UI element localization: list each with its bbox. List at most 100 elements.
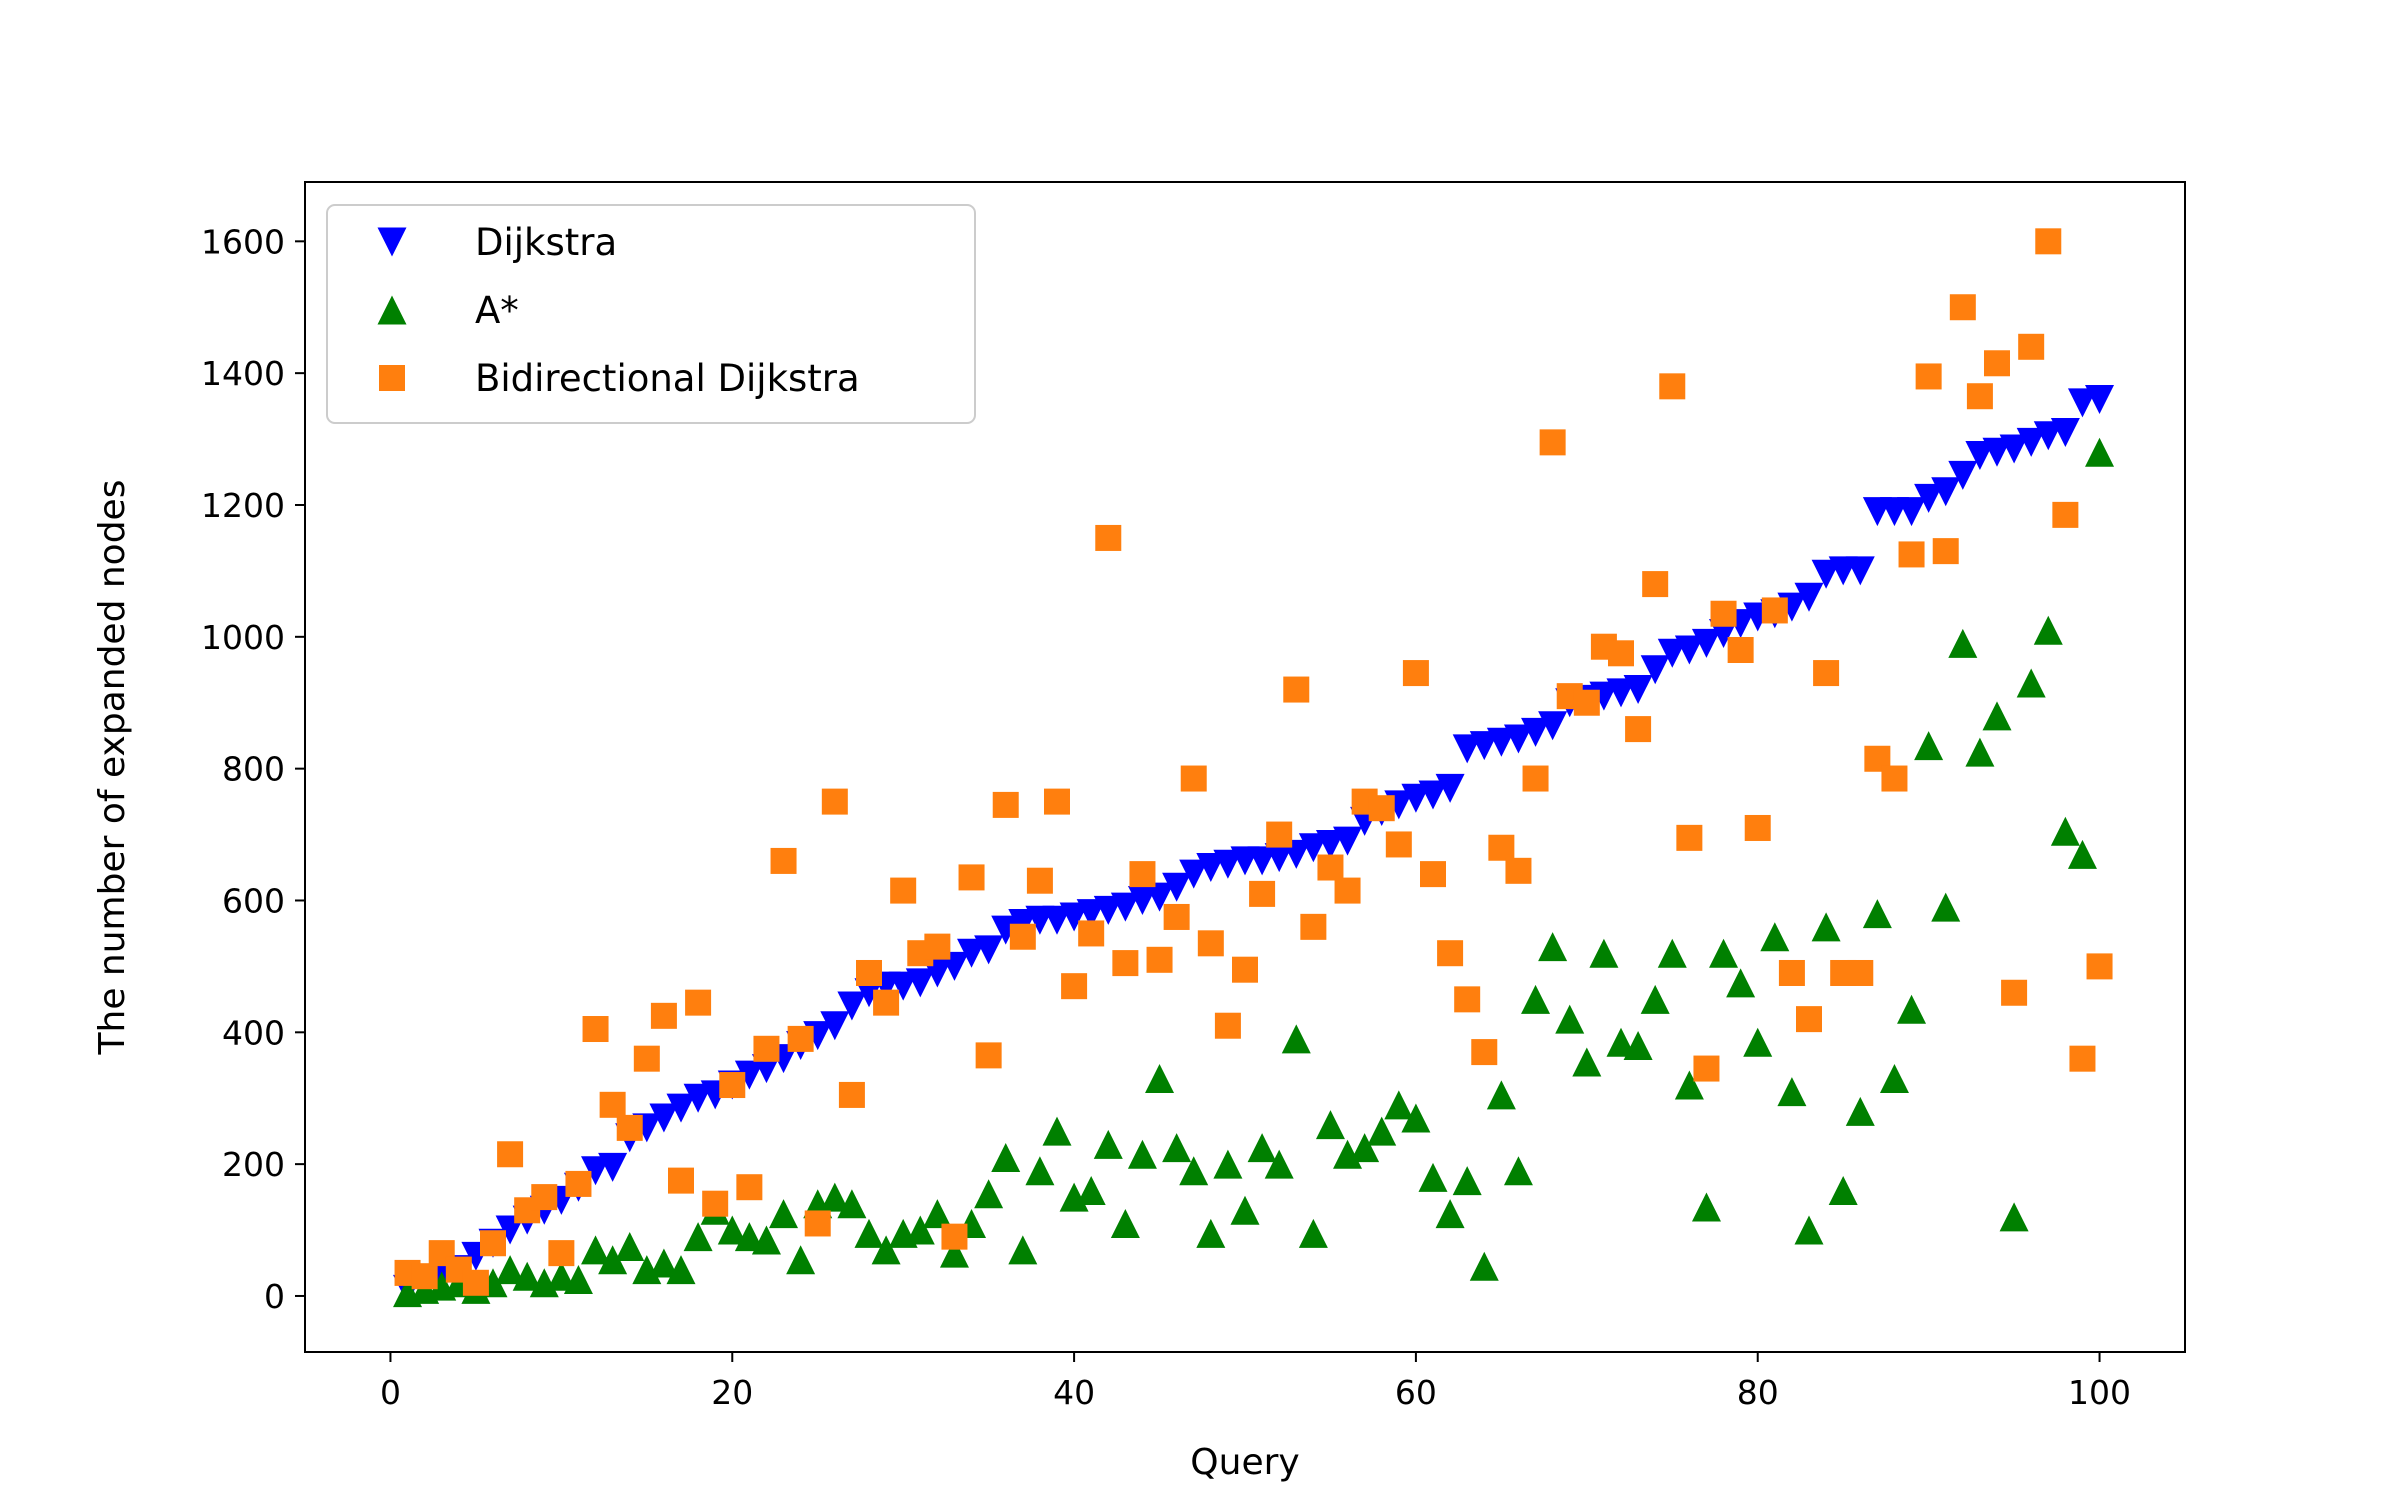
- data-point: [581, 1156, 611, 1186]
- y-tick-label: 400: [222, 1013, 285, 1052]
- data-point: [1657, 938, 1687, 968]
- data-point: [1146, 946, 1173, 973]
- data-point: [1367, 1116, 1397, 1146]
- data-point: [1127, 1139, 1157, 1169]
- data-point: [1897, 994, 1927, 1024]
- data-point: [702, 1190, 729, 1217]
- data-point: [1247, 846, 1277, 876]
- data-point: [1743, 1027, 1773, 1057]
- data-point: [1127, 885, 1157, 915]
- data-point: [974, 1179, 1004, 1209]
- data-point: [2050, 816, 2080, 846]
- data-point: [1163, 903, 1190, 930]
- data-point: [1965, 737, 1995, 767]
- data-point: [1061, 973, 1088, 1000]
- data-point: [974, 935, 1004, 965]
- legend-items: Dijkstra A* Bidirectional Dijkstra: [377, 221, 860, 400]
- data-point: [1572, 1047, 1602, 1077]
- data-point: [1794, 582, 1824, 612]
- y-tick-label: 1200: [201, 486, 285, 525]
- data-point: [1674, 1070, 1704, 1100]
- data-point: [1078, 920, 1105, 947]
- data-point: [941, 1223, 968, 1250]
- data-point: [2052, 501, 2079, 528]
- data-point: [905, 968, 935, 998]
- data-point: [1264, 843, 1294, 873]
- data-point: [1384, 1090, 1414, 1120]
- data-point: [1999, 434, 2029, 464]
- data-point: [769, 1199, 799, 1229]
- data-point: [939, 1238, 969, 1268]
- data-point: [1145, 1063, 1175, 1093]
- y-axis-label: The number of expanded nodes: [92, 480, 133, 1056]
- data-point: [1573, 689, 1600, 716]
- data-point: [820, 1182, 850, 1212]
- data-point: [1881, 765, 1908, 792]
- data-point: [1145, 882, 1175, 912]
- data-point: [480, 1230, 506, 1257]
- data-point: [1401, 783, 1431, 813]
- data-point: [1315, 1110, 1345, 1140]
- data-point: [1710, 600, 1737, 627]
- data-point: [1778, 959, 1805, 986]
- data-point: [2018, 333, 2045, 360]
- data-point: [1042, 905, 1072, 935]
- data-point: [2069, 1045, 2096, 1072]
- data-point: [1914, 483, 1944, 513]
- data-point: [668, 1167, 694, 1194]
- data-point: [683, 1222, 713, 1252]
- data-point: [2035, 228, 2062, 255]
- data-point: [1213, 849, 1243, 879]
- data-point: [1435, 773, 1465, 803]
- y-tick-label: 200: [222, 1145, 285, 1184]
- data-point: [1471, 1039, 1498, 1066]
- data-point: [1691, 1192, 1721, 1222]
- data-point: [1298, 1218, 1328, 1248]
- data-point: [1726, 968, 1756, 998]
- data-point: [1505, 857, 1532, 884]
- x-tick-label: 60: [1395, 1373, 1437, 1412]
- y-tick-label: 0: [264, 1277, 285, 1316]
- data-point: [1110, 892, 1140, 922]
- data-point: [1744, 814, 1771, 841]
- data-point: [1879, 1063, 1909, 1093]
- data-point: [1796, 1006, 1822, 1033]
- data-point: [1213, 1149, 1243, 1179]
- data-point: [1813, 660, 1840, 687]
- data-point: [888, 971, 918, 1001]
- data-point: [719, 1072, 746, 1099]
- data-point: [1982, 437, 2012, 467]
- data-point: [854, 1218, 884, 1248]
- data-point: [1437, 940, 1464, 967]
- data-point: [649, 1103, 679, 1133]
- series-1: [393, 437, 2115, 1308]
- data-point: [2067, 388, 2097, 418]
- data-point: [685, 989, 712, 1016]
- data-point: [1932, 538, 1959, 565]
- data-point: [1247, 1133, 1277, 1163]
- data-point: [2001, 979, 2028, 1006]
- data-point: [1709, 938, 1739, 968]
- data-point: [565, 1170, 592, 1197]
- data-point: [1608, 640, 1634, 667]
- data-point: [1281, 1024, 1311, 1054]
- data-point: [1093, 1129, 1123, 1159]
- data-point: [1042, 1116, 1072, 1146]
- data-point: [838, 1081, 865, 1108]
- data-point: [736, 1174, 763, 1201]
- data-point: [821, 788, 848, 815]
- data-point: [1982, 701, 2012, 731]
- x-tick-label: 80: [1737, 1373, 1779, 1412]
- data-point: [1452, 734, 1482, 764]
- data-point: [1112, 950, 1139, 977]
- data-point: [1214, 1012, 1241, 1039]
- data-point: [2067, 839, 2097, 869]
- data-point: [1008, 909, 1038, 939]
- data-point: [512, 1261, 542, 1291]
- data-point: [1691, 628, 1721, 658]
- data-point: [1196, 1218, 1226, 1248]
- data-point: [563, 1264, 593, 1294]
- data-point: [1657, 638, 1687, 668]
- x-tick-label: 20: [711, 1373, 753, 1412]
- y-tick-label: 1600: [201, 222, 285, 261]
